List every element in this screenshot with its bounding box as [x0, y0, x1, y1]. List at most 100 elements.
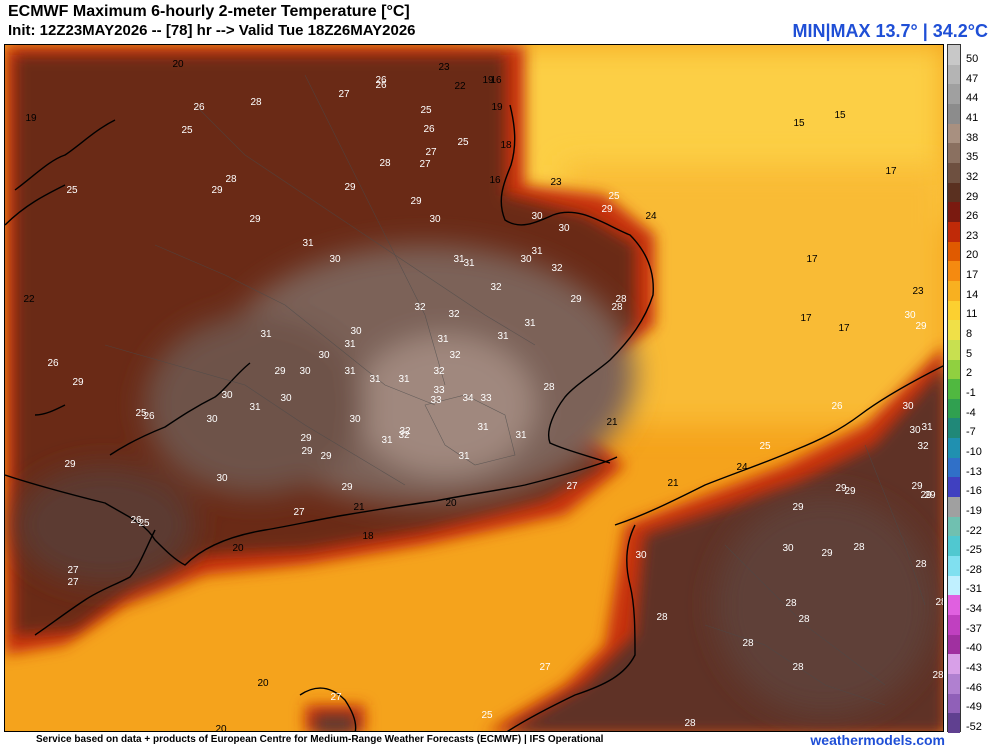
- temperature-label: 24: [736, 462, 748, 473]
- colorbar-segment: [948, 654, 960, 675]
- temperature-label: 34: [462, 393, 474, 404]
- colorbar-tick-label: -22: [966, 524, 982, 537]
- heat-core: [15, 245, 935, 715]
- colorbar-tick-label: -31: [966, 583, 982, 596]
- temperature-label: 27: [338, 89, 350, 100]
- temperature-label: 30: [299, 366, 311, 377]
- colorbar-tick-label: 17: [966, 269, 979, 282]
- temperature-label: 29: [64, 459, 76, 470]
- colorbar-segment: [948, 162, 960, 184]
- colorbar-segment: [948, 595, 960, 616]
- colorbar-segment: [948, 261, 960, 282]
- temperature-label: 29: [844, 486, 856, 497]
- colorbar-segment: [948, 123, 960, 144]
- temperature-map[interactable]: 20 26 23 19 16 28 27 26 22 19 26 25 19 25 26 25 18 27 28 27…: [4, 44, 944, 732]
- temperature-label: 30: [520, 254, 532, 265]
- colorbar-segment: [948, 300, 960, 321]
- colorbar-segment: [948, 497, 960, 518]
- temperature-label: 28: [798, 614, 810, 625]
- colorbar-segment: [948, 693, 960, 714]
- temperature-label: 33: [433, 385, 445, 396]
- colorbar-segment: [948, 615, 960, 636]
- colorbar-segment: [948, 398, 960, 419]
- temperature-label: 15: [793, 118, 805, 129]
- temperature-label: 29: [344, 182, 356, 193]
- temperature-label: 26: [375, 80, 387, 91]
- temperature-label: 29: [300, 433, 312, 444]
- temperature-label: 17: [806, 254, 818, 265]
- colorbar-tick-label: 11: [966, 308, 978, 321]
- temperature-label: 26: [375, 75, 387, 86]
- temperature-label: 27: [293, 507, 305, 518]
- temperature-label: 32: [398, 430, 410, 441]
- temperature-label: 21: [353, 502, 365, 513]
- temperature-label: 19: [482, 75, 494, 86]
- colorbar-segment: [948, 674, 960, 695]
- colorbar-tick-label: 44: [966, 92, 979, 105]
- colorbar-segment: [948, 143, 960, 164]
- temperature-label: 31: [453, 254, 465, 265]
- temperature-label: 31: [344, 339, 356, 350]
- temperature-label: 31: [260, 329, 272, 340]
- min-max-readout: MIN|MAX 13.7° | 34.2°C: [792, 21, 988, 41]
- temperature-label: 32: [551, 263, 563, 274]
- temperature-label: 31: [344, 366, 356, 377]
- temperature-label: 29: [835, 483, 847, 494]
- temperature-label: 30: [909, 425, 921, 436]
- site-link[interactable]: weathermodels.com: [810, 732, 945, 748]
- temperature-label: 32: [917, 441, 929, 452]
- temperature-label: 30: [531, 211, 543, 222]
- temperature-label: 17: [885, 166, 897, 177]
- temperature-label: 32: [448, 309, 460, 320]
- colorbar-tick-label: -7: [966, 426, 976, 439]
- temperature-label: 21: [606, 417, 618, 428]
- temperature-label: 32: [490, 282, 502, 293]
- temperature-label: 20: [172, 59, 184, 70]
- temperature-label: 31: [381, 435, 393, 446]
- colorbar-tick-label: -52: [966, 721, 982, 733]
- temperature-label: 28: [742, 638, 754, 649]
- colorbar-tick-label: -46: [966, 681, 982, 694]
- temperature-label: 28: [379, 158, 391, 169]
- temperature-label: 28: [932, 670, 944, 681]
- temperature-label: 30: [635, 550, 647, 561]
- colorbar-segment: [948, 536, 960, 557]
- temperature-label: 29: [410, 196, 422, 207]
- temperature-label: 31: [531, 246, 543, 257]
- temperature-label: 20: [232, 543, 244, 554]
- colorbar-tick-label: 41: [966, 111, 979, 124]
- temperature-label: 31: [437, 334, 449, 345]
- colorbar-tick-label: 47: [966, 72, 979, 85]
- colorbar-segment: [948, 713, 960, 734]
- temperature-label: 28: [684, 718, 696, 729]
- temperature-label: 26: [47, 358, 59, 369]
- temperature-label: 30: [558, 223, 570, 234]
- colorbar-segment: [948, 339, 960, 360]
- temperature-label: 26: [423, 124, 435, 135]
- temperature-label: 30: [904, 310, 916, 321]
- temperature-label: 15: [834, 110, 846, 121]
- temperature-label: 30: [782, 543, 794, 554]
- temperature-label: 33: [480, 393, 492, 404]
- colorbar-segment: [948, 221, 960, 243]
- colorbar-segment: [948, 556, 960, 577]
- colorbar-tick-label: 29: [966, 190, 979, 203]
- temperature-label: 27: [539, 662, 551, 673]
- colorbar-tick-label: 14: [966, 288, 979, 301]
- colorbar-tick-label: -34: [966, 603, 982, 616]
- temperature-label: 20: [445, 498, 457, 509]
- temperature-label: 18: [500, 140, 512, 151]
- temperature-label: 16: [490, 75, 502, 86]
- temperature-label: 26: [831, 401, 843, 412]
- chart-title: ECMWF Maximum 6-hourly 2-meter Temperatu…: [8, 3, 410, 20]
- colorbar-tick-label: -49: [966, 701, 982, 714]
- colorbar-segment: [948, 103, 960, 125]
- borders: [104, 74, 926, 706]
- temperature-label: 30: [902, 401, 914, 412]
- temperature-label: 27: [330, 692, 342, 703]
- temperature-label: 27: [67, 577, 79, 588]
- colorbar-tick-label: 38: [966, 131, 979, 144]
- temperature-label: 28: [853, 542, 865, 553]
- colorbar-segment: [948, 45, 960, 66]
